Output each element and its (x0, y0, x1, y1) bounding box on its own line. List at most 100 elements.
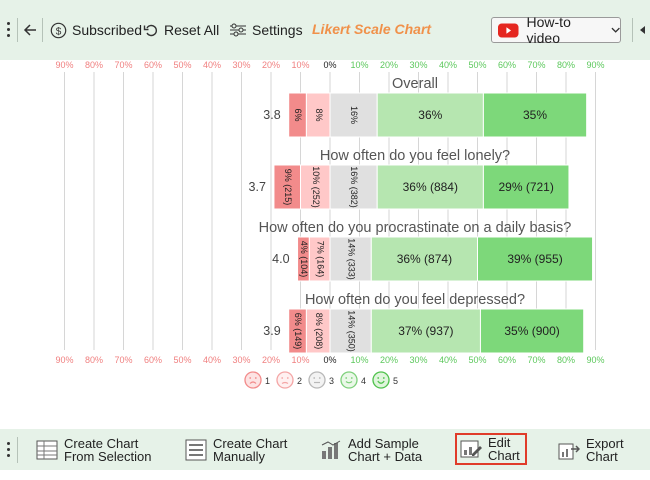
face-eye (318, 377, 321, 379)
how-to-video-label: How-to video (526, 14, 571, 46)
bar-segment (329, 308, 372, 354)
data-label: 14% (333) (346, 238, 356, 280)
tick-label-top: 30% (232, 60, 250, 70)
face-outline (276, 371, 294, 389)
subscribed-button[interactable]: $ Subscribed (50, 18, 142, 42)
collapse-button[interactable] (638, 18, 650, 42)
create-selection-line1: Create Chart (64, 436, 139, 451)
tick-label-bottom: 40% (439, 355, 457, 365)
tick-label-top: 80% (557, 60, 575, 70)
list-form-icon (185, 439, 207, 461)
reset-all-button[interactable]: Reset All (143, 18, 219, 42)
tick-label-bottom: 10% (350, 355, 368, 365)
face-mouth (249, 381, 257, 384)
toolbar-divider (17, 437, 18, 463)
settings-label: Settings (252, 22, 303, 38)
tick-label-top: 80% (85, 60, 103, 70)
settings-button[interactable]: Settings (229, 18, 303, 42)
create-manual-line1: Create Chart (213, 436, 288, 451)
top-toolbar: $ Subscribed Reset All Settings Likert S… (0, 0, 650, 60)
tick-label-bottom: 20% (380, 355, 398, 365)
data-label: 7% (164) (315, 241, 325, 278)
bar-segment (477, 236, 594, 282)
face-mouth (377, 380, 385, 384)
mean-score: 3.9 (263, 324, 280, 338)
tick-label-top: 60% (498, 60, 516, 70)
grip-handle-icon[interactable] (7, 442, 10, 457)
tick-label-bottom: 40% (203, 355, 221, 365)
data-label: 10% (252) (311, 166, 321, 208)
create-chart-from-selection-button[interactable]: Create Chart From Selection (36, 435, 151, 465)
data-label: 6% (149) (293, 313, 303, 350)
legend-label: 5 (393, 376, 398, 386)
bar-segment (370, 236, 478, 282)
bar-segment (370, 308, 481, 354)
tick-label-top: 40% (439, 60, 457, 70)
face-eye (286, 377, 289, 379)
tick-label-top: 20% (380, 60, 398, 70)
data-label: 16% (349, 106, 359, 124)
tick-label-top: 90% (55, 60, 73, 70)
data-label: 9% (215) (283, 169, 293, 206)
data-label: 39% (955) (507, 252, 562, 266)
tick-label-top: 20% (262, 60, 280, 70)
add-sample-line1: Add Sample (348, 436, 419, 451)
tick-label-top: 40% (203, 60, 221, 70)
tick-label-top: 10% (291, 60, 309, 70)
face-outline (308, 371, 326, 389)
export-chart-line2: Chart (586, 449, 618, 464)
back-button[interactable] (22, 18, 43, 42)
face-eye (382, 377, 385, 379)
subscribed-label: Subscribed (72, 22, 143, 38)
data-label: 14% (350) (346, 310, 356, 352)
face-eye (345, 377, 348, 379)
smile-face-icon (340, 371, 358, 389)
table-grid-icon (36, 440, 58, 460)
create-manual-line2: Manually (213, 449, 266, 464)
mean-score: 3.8 (263, 108, 280, 122)
edit-chart-button[interactable]: Edit Chart (455, 433, 527, 465)
edit-chart-line1: Edit (488, 435, 511, 450)
face-mouth (345, 381, 353, 384)
question-title: How often do you procrastinate on a dail… (259, 220, 572, 236)
question-title: How often do you feel depressed? (305, 292, 525, 308)
bar-segment (376, 164, 484, 210)
face-eye (377, 377, 380, 379)
arrow-left-icon (23, 24, 36, 36)
create-chart-manually-button[interactable]: Create Chart Manually (185, 435, 287, 465)
tick-label-top: 0% (323, 60, 336, 70)
export-chart-button[interactable]: Export Chart (558, 435, 624, 465)
caret-left-icon (640, 26, 645, 34)
bar-segment (376, 92, 484, 138)
neutral-face-icon (308, 371, 326, 389)
bar-segment (482, 92, 588, 138)
add-sample-chart-button[interactable]: Add Sample Chart + Data (320, 435, 422, 465)
bar-segment (329, 92, 378, 138)
tick-label-top: 60% (144, 60, 162, 70)
face-outline (372, 371, 390, 389)
sad-face-icon (276, 371, 294, 389)
tick-label-top: 30% (409, 60, 427, 70)
toolbar-divider (42, 18, 43, 42)
how-to-video-button[interactable]: How-to video (491, 14, 621, 46)
sample-chart-icon (321, 440, 341, 459)
bar-segment (273, 164, 302, 210)
grip-handle-icon[interactable] (7, 22, 10, 37)
data-label: 16% (382) (349, 166, 359, 208)
very-sad-face-icon (244, 371, 262, 389)
bottom-toolbar: Create Chart From Selection Create Chart… (0, 429, 650, 470)
data-label: 36% (418, 108, 442, 122)
export-icon (558, 443, 580, 460)
data-label: 29% (721) (498, 180, 553, 194)
toolbar-divider (632, 18, 633, 42)
bar-segment (329, 164, 378, 210)
bar-segment (482, 164, 570, 210)
tick-label-bottom: 90% (586, 355, 604, 365)
legend-label: 4 (361, 376, 366, 386)
tick-label-bottom: 50% (173, 355, 191, 365)
tick-label-bottom: 90% (55, 355, 73, 365)
happy-face-icon (372, 371, 390, 389)
question-title: How often do you feel lonely? (320, 148, 510, 164)
data-label: 35% (523, 108, 547, 122)
chevron-down-icon (611, 27, 620, 33)
